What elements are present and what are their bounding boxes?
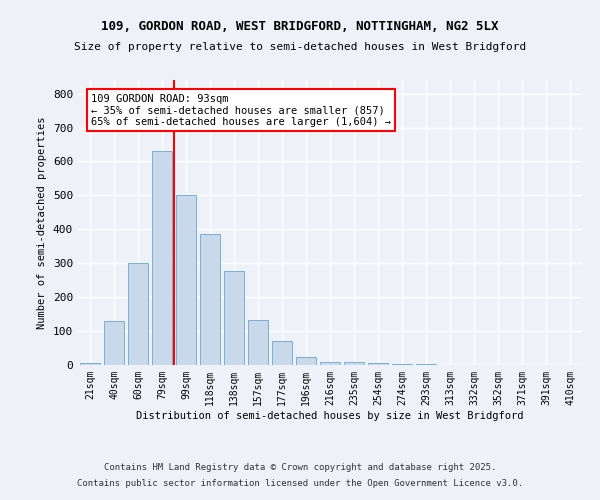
Bar: [224, 270, 244, 365]
Bar: [104, 321, 124, 365]
Text: Contains public sector information licensed under the Open Government Licence v3: Contains public sector information licen…: [77, 478, 523, 488]
Bar: [80, 364, 100, 365]
X-axis label: Distribution of semi-detached houses by size in West Bridgford: Distribution of semi-detached houses by …: [136, 410, 524, 420]
Bar: [248, 320, 268, 365]
Y-axis label: Number of semi-detached properties: Number of semi-detached properties: [37, 116, 47, 329]
Bar: [176, 196, 196, 365]
Text: 109 GORDON ROAD: 93sqm
← 35% of semi-detached houses are smaller (857)
65% of se: 109 GORDON ROAD: 93sqm ← 35% of semi-det…: [91, 94, 391, 127]
Bar: [368, 364, 388, 365]
Bar: [272, 341, 292, 365]
Bar: [416, 364, 436, 365]
Text: Contains HM Land Registry data © Crown copyright and database right 2025.: Contains HM Land Registry data © Crown c…: [104, 464, 496, 472]
Bar: [392, 364, 412, 365]
Bar: [344, 362, 364, 365]
Text: Size of property relative to semi-detached houses in West Bridgford: Size of property relative to semi-detach…: [74, 42, 526, 52]
Bar: [128, 263, 148, 365]
Text: 109, GORDON ROAD, WEST BRIDGFORD, NOTTINGHAM, NG2 5LX: 109, GORDON ROAD, WEST BRIDGFORD, NOTTIN…: [101, 20, 499, 33]
Bar: [200, 234, 220, 365]
Bar: [152, 151, 172, 365]
Bar: [320, 362, 340, 365]
Bar: [296, 356, 316, 365]
